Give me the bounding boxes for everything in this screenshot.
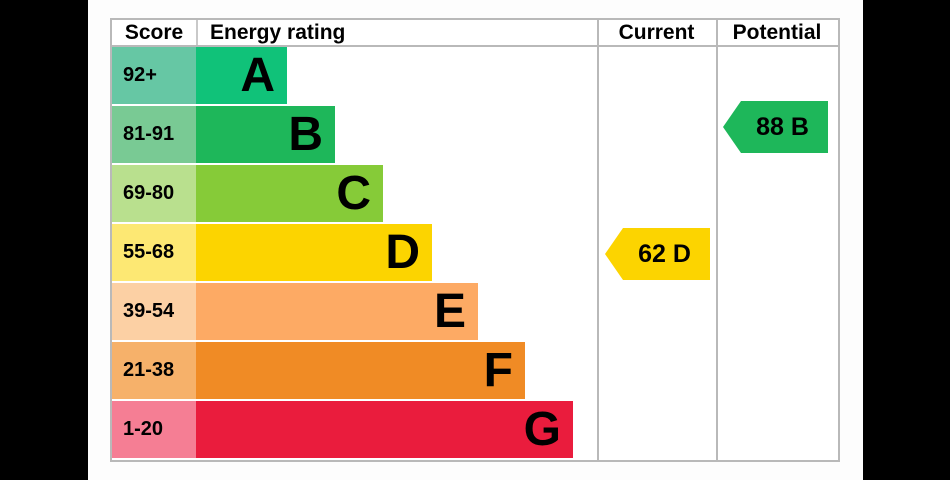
chart-background: Score Energy rating Current Potential 92… [88, 0, 863, 480]
current-potential-divider [716, 20, 718, 460]
score-cell: 1-20 [112, 401, 196, 458]
score-cell: 81-91 [112, 106, 196, 163]
header-score: Score [124, 21, 184, 44]
chart-row: 92+ A [112, 47, 838, 106]
energy-current-divider [597, 20, 599, 460]
rating-letter: B [288, 108, 323, 161]
score-cell: 92+ [112, 47, 196, 104]
chart-row: 55-68 D [112, 224, 838, 283]
score-cell: 21-38 [112, 342, 196, 399]
rating-letter: E [433, 285, 466, 338]
rating-bar: E [196, 283, 478, 340]
current-rating-marker: 62 D [605, 228, 710, 280]
rating-letter: D [385, 226, 420, 279]
score-cell: 55-68 [112, 224, 196, 281]
score-energy-divider [196, 20, 198, 45]
rating-letter: G [523, 403, 561, 456]
chart-row: 1-20 G [112, 401, 838, 460]
chart-row: 39-54 E [112, 283, 838, 342]
chart-row: 21-38 F [112, 342, 838, 401]
rating-bar: G [196, 401, 573, 458]
rating-letter: C [336, 167, 371, 220]
rating-letter: A [240, 49, 275, 102]
potential-rating-label: 88 B [756, 112, 809, 141]
score-cell: 39-54 [112, 283, 196, 340]
potential-rating-marker: 88 B [723, 101, 828, 153]
table-header: Score Energy rating Current Potential [112, 20, 838, 47]
score-cell: 69-80 [112, 165, 196, 222]
rating-bar: D [196, 224, 432, 281]
header-energy-rating: Energy rating [210, 21, 346, 44]
chart-row: 69-80 C [112, 165, 838, 224]
rating-table: Score Energy rating Current Potential 92… [110, 18, 840, 462]
rating-letter: F [483, 344, 513, 397]
rating-bar: B [196, 106, 335, 163]
rating-rows: 92+ A 81-91 B 69-80 C [112, 47, 838, 460]
rating-bar: A [196, 47, 287, 104]
rating-bar: C [196, 165, 383, 222]
current-rating-label: 62 D [638, 239, 691, 268]
rating-bar: F [196, 342, 525, 399]
header-potential: Potential [732, 21, 822, 44]
chart-row: 81-91 B [112, 106, 838, 165]
header-current: Current [618, 21, 695, 44]
